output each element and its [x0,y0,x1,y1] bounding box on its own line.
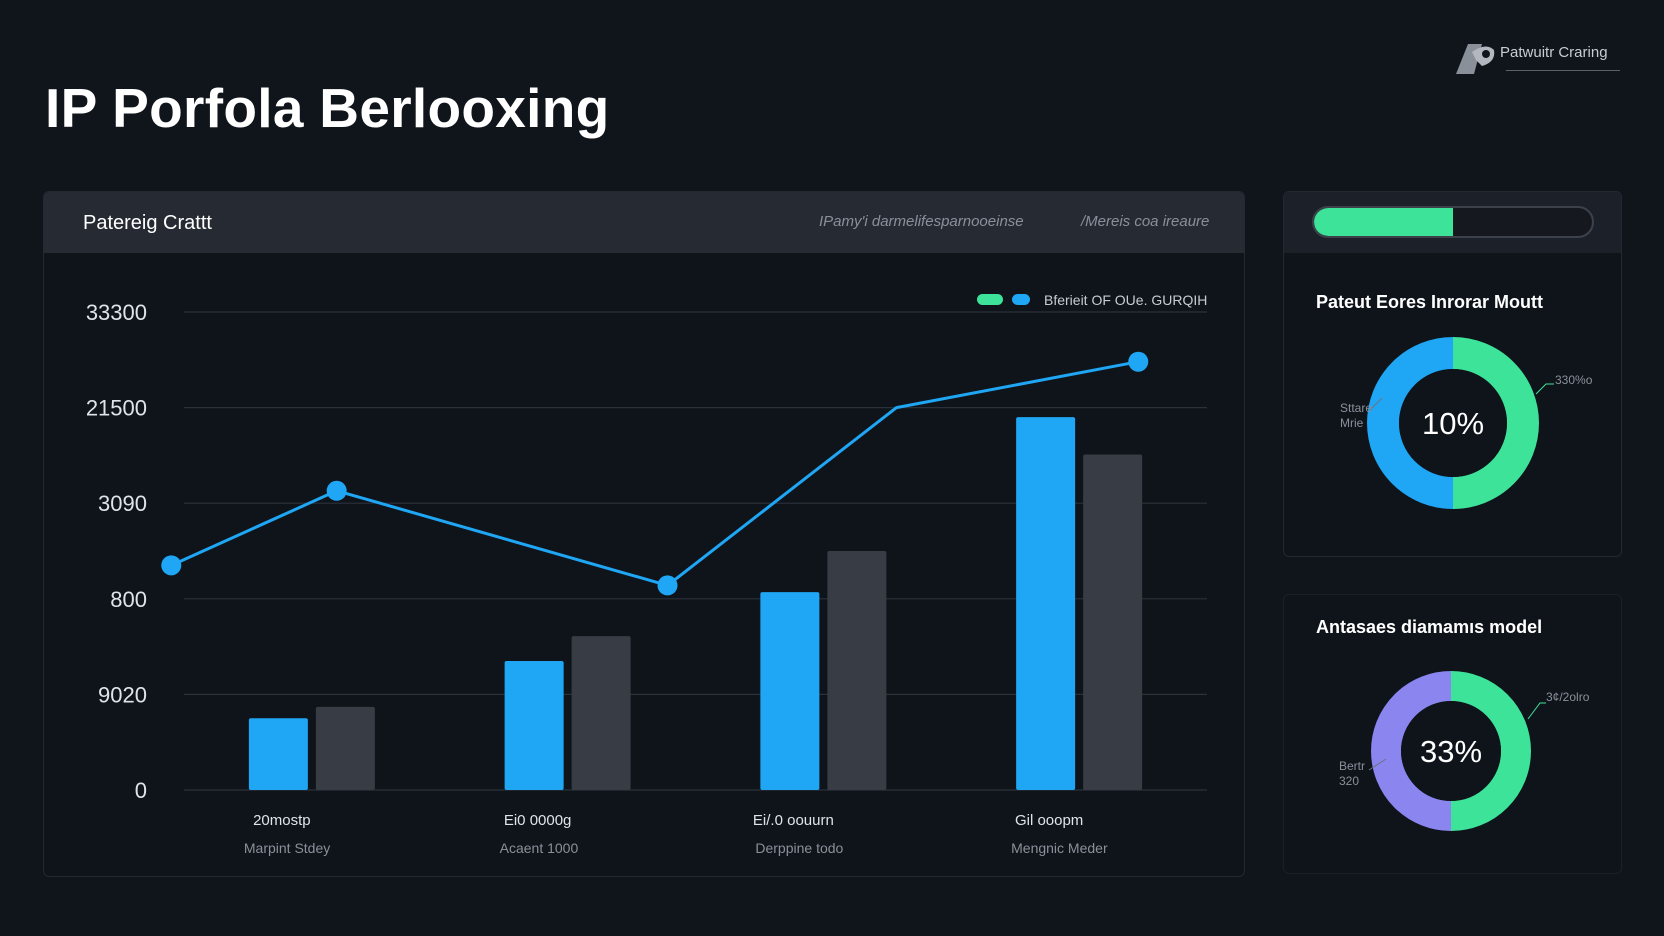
main-panel-header: Patereig Crattt IPamy'i darmelifesparnoo… [44,192,1244,253]
trend-point [657,575,678,596]
y-tick-label: 0 [135,778,147,803]
brand-logo-icon [1456,44,1495,74]
y-tick-label: 3090 [98,491,147,516]
donut-chart-bottom: 33% Bertr 320 3¢/2olro [1339,671,1590,832]
leader-line [1527,702,1546,720]
x-category-label: Ei0 0000g [504,812,572,829]
x-category-label: Gil ooopm [1015,812,1083,829]
trend-point [1128,351,1149,372]
donut-hole [1401,701,1501,801]
donut-hole [1399,369,1507,477]
legend-swatch-blue [1012,294,1030,305]
brand[interactable]: Patwuitr Craring [1452,40,1624,80]
bar-secondary [1083,454,1143,790]
donut-slice [1452,337,1539,510]
donut-panel-top: Pateut Eores Inrorar Moutt 10% Sttare Mrie… [1283,191,1622,557]
donut-bottom-title: Antasaes diamamıs model [1316,617,1543,637]
donut-panel-bottom: Antasaes diamamıs model 33% Bertr 320 3¢/2o… [1283,594,1622,874]
x-category-sublabel: Mengnic Meder [1011,840,1108,856]
brand-underline [1506,70,1620,71]
trend-point [326,480,347,501]
y-tick-label: 33300 [86,300,147,325]
main-panel-title: Patereig Crattt [83,212,212,234]
leader-line [1535,383,1554,395]
slice-label: Bertr 320 [1339,759,1365,788]
donut-top-title: Pateut Eores Inrorar Moutt [1316,292,1544,312]
slice-label: Sttare Mrie [1340,401,1372,430]
slice-label-line: Sttare [1340,401,1372,415]
leader-line [1368,758,1387,771]
header-meta-link[interactable]: /Mereis coa ireaure [1081,213,1210,230]
x-category-sublabel: Derppine todo [755,840,843,856]
main-chart-panel: Patereig Crattt IPamy'i darmelifesparnoo… [43,191,1245,877]
side-top-header [1284,192,1621,253]
donut-slice [1450,671,1531,832]
bar-secondary [571,636,631,790]
donut-chart-top: 10% Sttare Mrie 330%o [1340,337,1593,510]
x-category-sublabel: Acaent 1000 [500,840,579,856]
trend-line [170,360,1139,587]
bar-secondary [315,706,375,790]
legend-swatch-green [977,294,1003,305]
y-tick-label: 9020 [98,682,147,707]
slice-label: 330%o [1555,373,1593,387]
page-title: IP Porfola Berlooxing [45,77,610,139]
bar-secondary [827,551,887,790]
donut-center-label: 10% [1422,406,1484,441]
legend-label: Bferieit OF OUe. GURQIH [1044,292,1207,308]
y-tick-label: 800 [110,587,147,612]
bar-primary [760,592,820,790]
bar-primary [1016,417,1076,790]
slice-label-line: Mrie [1340,416,1364,430]
x-category-sublabel: Marpint Stdey [244,840,330,856]
trend-point [161,555,182,576]
x-category-label: 20mostp [253,812,311,829]
slice-label-line: 320 [1339,774,1359,788]
y-tick-label: 21500 [86,396,147,421]
leader-line [1369,397,1383,411]
progress-fill [1314,208,1453,236]
header-meta-description[interactable]: IPamy'i darmelifesparnooeinse [819,213,1024,230]
bar-line-chart: 0 9020 800 3090 21500 33300 20mostp Marpint Std… [86,292,1208,856]
bar-primary [248,718,308,790]
donut-slice [1367,337,1454,510]
brand-name: Patwuitr Craring [1500,44,1608,61]
donut-slice [1371,671,1452,832]
bar-primary [504,660,564,790]
donut-center-label: 33% [1420,734,1482,769]
slice-label-line: Bertr [1339,759,1365,773]
x-category-label: Ei/.0 oouurn [753,812,834,829]
slice-label: 3¢/2olro [1546,690,1590,704]
progress-bar [1312,206,1594,238]
